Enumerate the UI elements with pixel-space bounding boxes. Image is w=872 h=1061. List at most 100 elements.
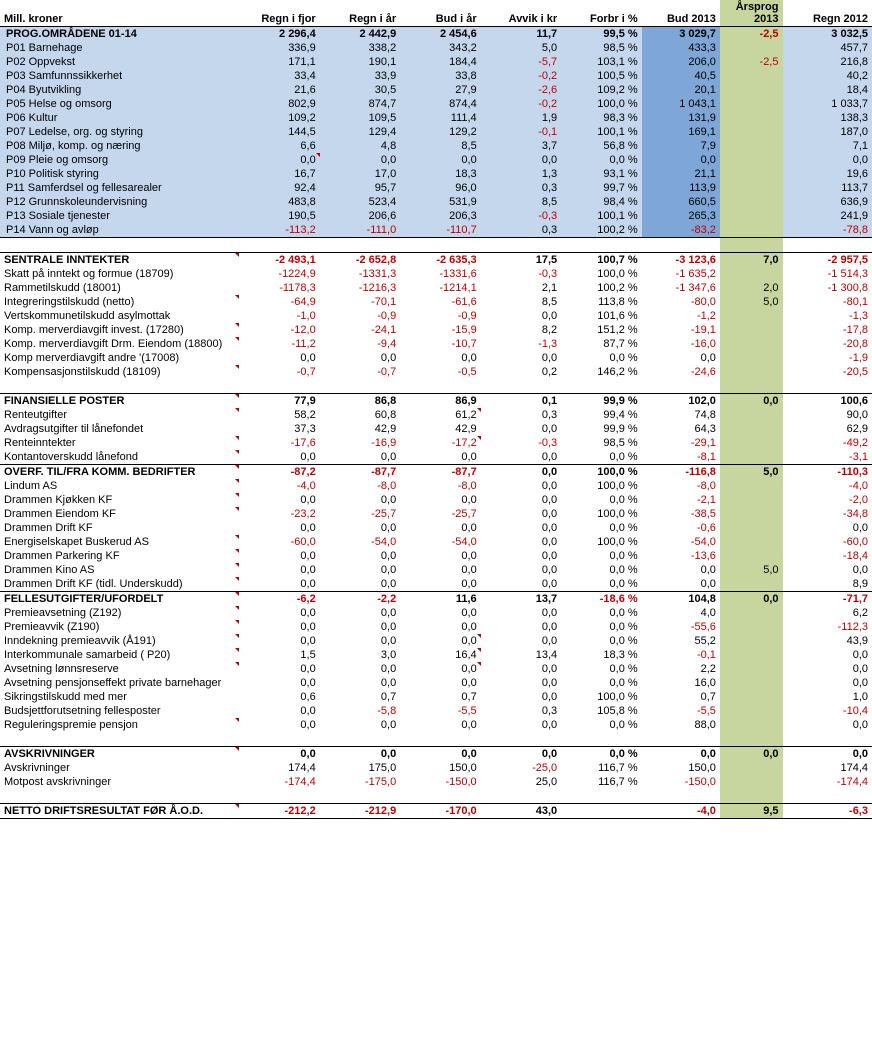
table-row: Avskrivninger174,4175,0150,0-25,0116,7 %… <box>0 761 872 775</box>
col-regn-iaar: Regn i år <box>320 0 400 27</box>
row-label: Inndekning premieavvik (Å191) <box>0 634 239 648</box>
table-row <box>0 789 872 804</box>
table-row: Lindum AS-4,0-8,0-8,00,0100,0 %-8,0-4,0 <box>0 479 872 493</box>
table-row: Premieavsetning (Z192)0,00,00,00,00,0 %4… <box>0 606 872 620</box>
table-row: Drammen Drift KF (tidl. Underskudd)0,00,… <box>0 577 872 592</box>
table-row: P11 Samferdsel og fellesarealer92,495,79… <box>0 181 872 195</box>
row-label: Integreringstilskudd (netto) <box>0 295 239 309</box>
table-row: FINANSIELLE POSTER77,986,886,90,199,9 %1… <box>0 394 872 409</box>
row-label: Komp. merverdiavgift invest. (17280) <box>0 323 239 337</box>
row-label: P02 Oppvekst <box>0 55 239 69</box>
arsprog-bot: 2013 <box>754 13 778 25</box>
row-label: P13 Sosiale tjenester <box>0 209 239 223</box>
table-row: AVSKRIVNINGER0,00,00,00,00,0 %0,00,00,0 <box>0 747 872 762</box>
table-row: P14 Vann og avløp-113,2-111,0-110,70,310… <box>0 223 872 238</box>
col-arsprog: Årsprog 2013 <box>720 0 783 27</box>
row-label: Skatt på inntekt og formue (18709) <box>0 267 239 281</box>
row-label: Reguleringspremie pensjon <box>0 718 239 732</box>
row-label: Drammen Kjøkken KF <box>0 493 239 507</box>
arsprog-top: Årsprog <box>736 1 779 13</box>
table-row <box>0 732 872 747</box>
table-row: Avsetning lønnsreserve0,00,00,00,00,0 %2… <box>0 662 872 676</box>
financial-table: Mill. kroner Regn i fjor Regn i år Bud i… <box>0 0 872 819</box>
table-row: Komp. merverdiavgift Drm. Eiendom (18800… <box>0 337 872 351</box>
row-label: P09 Pleie og omsorg <box>0 153 239 167</box>
table-row: Drammen Eiendom KF-23,2-25,7-25,70,0100,… <box>0 507 872 521</box>
table-row: OVERF. TIL/FRA KOMM. BEDRIFTER-87,2-87,7… <box>0 465 872 480</box>
row-label: PROG.OMRÅDENE 01-14 <box>0 27 239 42</box>
table-row: Budsjettforutsetning fellesposter0,0-5,8… <box>0 704 872 718</box>
row-label: Kompensasjonstilskudd (18109) <box>0 365 239 379</box>
table-row: P12 Grunnskoleundervisning483,8523,4531,… <box>0 195 872 209</box>
col-bud-iaar: Bud i år <box>400 0 480 27</box>
table-row: Renteinntekter-17,6-16,9-17,2-0,398,5 %-… <box>0 436 872 450</box>
table-row: Vertskommunetilskudd asylmottak-1,0-0,9-… <box>0 309 872 323</box>
table-row: P03 Samfunnssikkerhet33,433,933,8-0,2100… <box>0 69 872 83</box>
table-row: PROG.OMRÅDENE 01-142 296,42 442,92 454,6… <box>0 27 872 42</box>
table-row: P01 Barnehage336,9338,2343,25,098,5 %433… <box>0 41 872 55</box>
row-label: P06 Kultur <box>0 111 239 125</box>
table-row: P04 Byutvikling21,630,527,9-2,6109,2 %20… <box>0 83 872 97</box>
table-row: Rammetilskudd (18001)-1178,3-1216,3-1214… <box>0 281 872 295</box>
col-regn-ifjor: Regn i fjor <box>239 0 319 27</box>
row-label: NETTO DRIFTSRESULTAT FØR Å.O.D. <box>0 804 239 819</box>
table-row: Sikringstilskudd med mer0,60,70,70,0100,… <box>0 690 872 704</box>
table-row: Kompensasjonstilskudd (18109)-0,7-0,7-0,… <box>0 365 872 379</box>
row-label: Drammen Parkering KF <box>0 549 239 563</box>
row-label: P05 Helse og omsorg <box>0 97 239 111</box>
table-row: P10 Politisk styring16,717,018,31,393,1 … <box>0 167 872 181</box>
table-row: Drammen Kino AS0,00,00,00,00,0 %0,05,00,… <box>0 563 872 577</box>
row-label: Sikringstilskudd med mer <box>0 690 239 704</box>
row-label: P12 Grunnskoleundervisning <box>0 195 239 209</box>
row-label: P01 Barnehage <box>0 41 239 55</box>
table-row: Inndekning premieavvik (Å191)0,00,00,00,… <box>0 634 872 648</box>
table-row: P07 Ledelse, org. og styring144,5129,412… <box>0 125 872 139</box>
table-row: P09 Pleie og omsorg0,00,00,00,00,0 %0,00… <box>0 153 872 167</box>
row-label: FINANSIELLE POSTER <box>0 394 239 409</box>
row-label: Drammen Eiendom KF <box>0 507 239 521</box>
table-row: FELLESUTGIFTER/UFORDELT-6,2-2,211,613,7-… <box>0 592 872 607</box>
table-row: Motpost avskrivninger-174,4-175,0-150,02… <box>0 775 872 789</box>
row-label: Avsetning lønnsreserve <box>0 662 239 676</box>
row-label: Rammetilskudd (18001) <box>0 281 239 295</box>
row-label: Avdragsutgifter til lånefondet <box>0 422 239 436</box>
row-label: Avsetning pensjonseffekt private barneha… <box>0 676 239 690</box>
row-label: Renteutgifter <box>0 408 239 422</box>
row-label: Budsjettforutsetning fellesposter <box>0 704 239 718</box>
row-label: Komp merverdiavgift andre '(17008) <box>0 351 239 365</box>
table-row: Avdragsutgifter til lånefondet37,342,942… <box>0 422 872 436</box>
table-row: P13 Sosiale tjenester190,5206,6206,3-0,3… <box>0 209 872 223</box>
col-forbr: Forbr i % <box>561 0 641 27</box>
table-row: P08 Miljø, komp. og næring6,64,88,53,756… <box>0 139 872 153</box>
row-label: P08 Miljø, komp. og næring <box>0 139 239 153</box>
row-label: Drammen Drift KF (tidl. Underskudd) <box>0 577 239 592</box>
col-bud2013: Bud 2013 <box>642 0 720 27</box>
row-label: Drammen Kino AS <box>0 563 239 577</box>
table-row <box>0 238 872 253</box>
row-label: OVERF. TIL/FRA KOMM. BEDRIFTER <box>0 465 239 480</box>
row-label: Interkommunale samarbeid ( P20) <box>0 648 239 662</box>
table-row: NETTO DRIFTSRESULTAT FØR Å.O.D.-212,2-21… <box>0 804 872 819</box>
row-label: Premieavsetning (Z192) <box>0 606 239 620</box>
row-label: Kontantoverskudd lånefond <box>0 450 239 465</box>
table-row: Renteutgifter58,260,861,20,399,4 %74,890… <box>0 408 872 422</box>
table-row: Reguleringspremie pensjon0,00,00,00,00,0… <box>0 718 872 732</box>
table-row: Komp merverdiavgift andre '(17008)0,00,0… <box>0 351 872 365</box>
table-header-row: Mill. kroner Regn i fjor Regn i år Bud i… <box>0 0 872 27</box>
row-label: Drammen Drift KF <box>0 521 239 535</box>
table-row: P05 Helse og omsorg802,9874,7874,4-0,210… <box>0 97 872 111</box>
row-label: Premieavvik (Z190) <box>0 620 239 634</box>
row-label: Energiselskapet Buskerud AS <box>0 535 239 549</box>
col-avvik: Avvik i kr <box>481 0 561 27</box>
row-label: FELLESUTGIFTER/UFORDELT <box>0 592 239 607</box>
col-regn2012: Regn 2012 <box>783 0 872 27</box>
row-label: Vertskommunetilskudd asylmottak <box>0 309 239 323</box>
table-row: Energiselskapet Buskerud AS-60,0-54,0-54… <box>0 535 872 549</box>
table-row: SENTRALE INNTEKTER-2 493,1-2 652,8-2 635… <box>0 253 872 268</box>
row-label: AVSKRIVNINGER <box>0 747 239 762</box>
row-label: Avskrivninger <box>0 761 239 775</box>
row-label: Renteinntekter <box>0 436 239 450</box>
row-label: P03 Samfunnssikkerhet <box>0 69 239 83</box>
table-row: Kontantoverskudd lånefond0,00,00,00,00,0… <box>0 450 872 465</box>
table-row: Drammen Parkering KF0,00,00,00,00,0 %-13… <box>0 549 872 563</box>
